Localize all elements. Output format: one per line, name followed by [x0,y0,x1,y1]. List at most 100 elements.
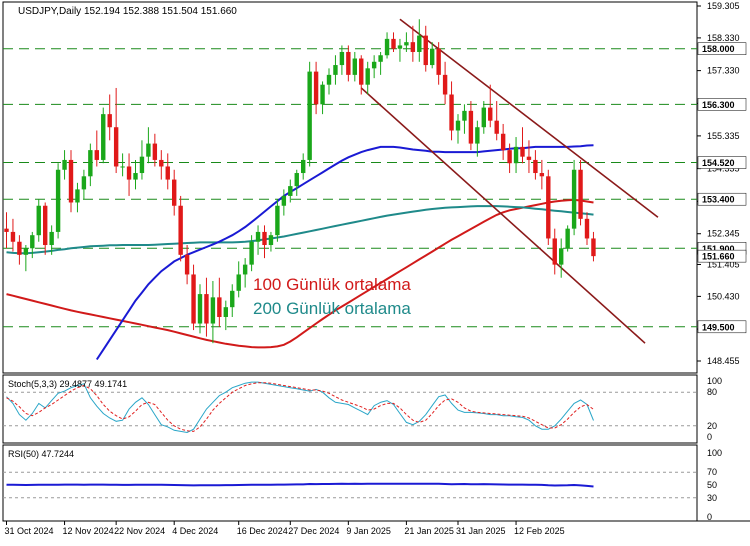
candle [23,245,29,272]
candle [417,19,422,62]
candle [339,45,345,75]
trend-channel-line [399,18,659,218]
candle [120,153,125,177]
candle-body [417,35,422,52]
candle [520,127,525,164]
x-tick-label: 12 Nov 2024 [63,526,114,536]
candle [384,32,390,59]
candle-body [442,74,448,95]
x-tick-label: 12 Feb 2025 [514,526,565,536]
candle [262,225,267,259]
candle-body [197,294,203,324]
level-label: 158.000 [702,44,735,54]
candle [436,42,441,85]
candle [4,212,9,249]
candle-body [423,35,428,66]
ma100-line [6,198,594,349]
candle-body [339,51,345,66]
candle [346,45,351,82]
x-tick-label: 4 Dec 2024 [172,526,218,536]
rsi-tick-label: 0 [707,512,712,522]
level-label-box [697,98,747,111]
candle-body [513,146,519,164]
stoch-k-line [6,381,594,434]
candle-body [49,231,54,246]
candle [481,101,486,134]
candle-body [533,159,538,174]
candle-body [133,173,138,180]
candle-body [249,241,254,265]
candle-body [23,248,29,255]
candle [36,199,41,242]
candle [526,140,532,174]
candle-body [326,74,332,85]
candle-body [236,274,241,291]
candle-body [210,297,216,324]
candle-body [191,274,196,324]
stoch-tick-label: 20 [707,421,717,431]
candle [68,150,74,213]
x-tick-label: 9 Jan 2025 [346,526,391,536]
last-price-label: 151.660 [702,252,735,262]
candle [94,130,99,167]
candle [43,202,48,255]
candle-body [30,235,35,249]
candle [242,258,248,288]
candle-body [146,143,151,157]
candle-body [436,48,441,75]
candle [301,153,306,180]
candle [455,114,461,144]
x-tick-label: 22 Nov 2024 [114,526,165,536]
candle-body [107,114,112,128]
candle-body [546,176,551,239]
candle [333,55,338,85]
candle-body [126,166,132,180]
x-tick-label: 31 Jan 2025 [456,526,506,536]
level-label: 149.500 [702,322,735,332]
candle [591,231,596,262]
candle [191,264,196,331]
candle-body [352,58,357,75]
candle-body [384,38,390,56]
rsi-panel[interactable]: 100 70 50 30 0 [2,444,722,522]
price-tick-label: 159.305 [707,1,740,11]
level-label: 153.400 [702,195,735,205]
candle [359,55,364,95]
rsi-header: RSI(50) 47.7244 [8,449,74,459]
candle [146,127,151,164]
candle [178,195,183,262]
candle [313,61,319,115]
candle-body [468,110,474,144]
candle [75,182,80,213]
price-panel-header: USDJPY,Daily 152.194 152.388 151.504 151… [18,6,237,17]
stoch-d-line [6,382,594,432]
candle-body [494,120,499,134]
level-label: 156.300 [702,100,735,110]
candle-body [62,159,67,170]
candle-body [10,231,16,242]
candle [281,189,287,216]
candle-body [301,159,306,174]
candle-body [294,173,299,187]
candle [139,140,145,180]
candle [152,133,158,167]
candle [430,42,435,69]
rsi-tick-label: 100 [707,448,722,458]
candle-body [281,195,287,206]
price-panel[interactable]: 159.305158.330157.330156.330155.335154.3… [2,1,747,374]
candle [397,38,403,62]
candle [10,218,16,252]
candle [565,225,570,252]
candle [197,284,203,334]
candle-body [75,189,80,203]
level-label-box [697,192,747,206]
candle [81,169,87,200]
candle [423,25,428,72]
level-label-box [697,42,747,55]
candle-body [4,228,9,232]
candle-body [88,150,93,177]
candle-body [204,294,209,324]
candle-body [159,159,164,167]
candle-body [288,186,293,196]
